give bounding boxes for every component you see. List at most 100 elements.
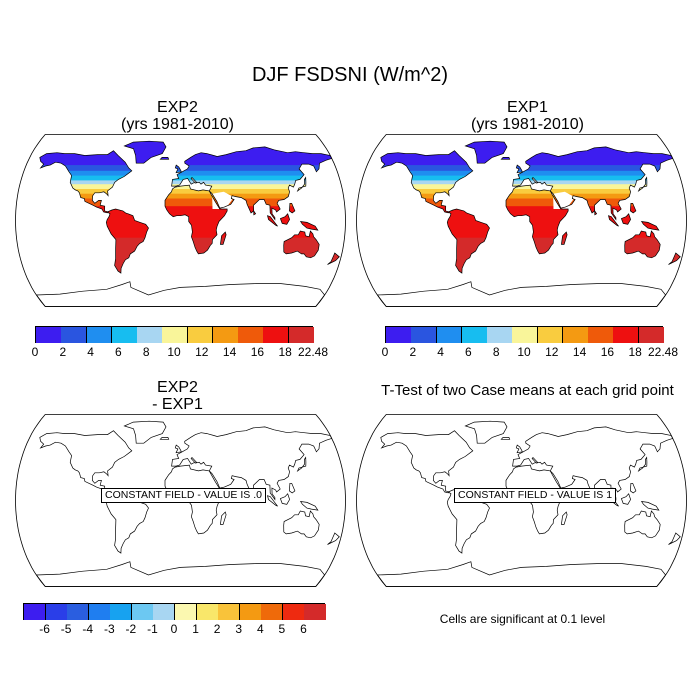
coastline-greenland [123,420,167,444]
coastline-japan [296,176,307,192]
coastline-antarctica [376,281,667,307]
coastline-eurasia [171,146,333,221]
colorbar-swatch [196,604,219,620]
shading-band [39,165,340,172]
coastline-north-america [39,150,133,214]
colorbar-climatology-exp2: 0 2 4 6 8 10 12 14 16 18 22.48 [32,326,328,360]
colorbar-tick-label: 5 [278,622,286,636]
colorbar-swatch [436,327,463,343]
coastline-new-guinea [299,501,319,511]
colorbar-tick-label: 12 [545,345,559,359]
map-exp2 [15,134,346,307]
colorbar-tick-label: 6 [300,622,307,636]
coastline-greenland [464,420,508,444]
shading-band [39,193,340,200]
significance-note: Cells are significant at 0.1 level [439,612,606,626]
coastline-iceland [159,157,170,160]
colorbar-swatch [218,604,241,620]
colorbar-tick-label: 2 [409,345,417,359]
colorbar-swatch [212,327,239,343]
coastline-britain [174,164,182,174]
shading-band [39,170,340,177]
coastline-eurasia [171,426,333,501]
coastline-sri-lanka [594,209,598,216]
colorbar-tick-label: 0 [170,622,178,636]
coastline-africa [505,184,569,255]
colorbar-swatch [162,327,189,343]
coastline-japan [637,456,648,472]
coastline-nz [327,252,340,265]
coastline-sumatra [607,215,619,227]
coastline-australia [283,230,320,259]
shading-band [380,170,681,177]
coastline-sumatra [266,215,278,227]
colorbar-tick-label: -2 [125,622,137,636]
coastline-philippines [630,202,637,214]
colorbar-swatch [238,327,264,343]
colorbar-tick-label: 16 [250,345,265,359]
colorbar-tick-label: -4 [82,622,94,636]
colorbar-tick-label: 4 [437,345,444,359]
colorbar-frame [35,326,314,343]
coastline-antarctica [35,281,326,307]
colorbar-tick-label: 10 [167,345,181,359]
colorbar-swatch [45,604,68,620]
coastline-australia [624,510,661,539]
colorbar-swatch [386,327,412,343]
coastline-madagascar [560,231,568,245]
map-difference [15,414,346,587]
colorbar-swatch [613,327,640,343]
coastline-north-america [380,150,474,214]
coastline-madagascar [219,511,227,525]
coastline-south-america [446,208,490,274]
shading-band [39,175,340,181]
shading-band [39,184,340,190]
coastline-new-guinea [640,501,660,511]
shading-band [380,141,681,166]
shading-band [380,206,681,239]
colorbar-tick-label: 14 [222,345,237,359]
colorbar-tick-label: 16 [600,345,615,359]
shading-band [380,189,681,195]
colorbar-swatch [588,327,614,343]
shading-band [39,206,340,239]
colorbar-swatch [461,327,488,343]
colorbar-swatch [282,604,305,620]
colorbar-swatch [239,604,262,620]
panel-title-difference: EXP2 - EXP1 [80,379,275,413]
colorbar-tick-label: 18 [278,345,292,359]
shading-band [39,141,340,166]
colorbar-tick-label: 2 [213,622,221,636]
colorbar-swatch [512,327,539,343]
panel-title-exp1: EXP1 (yrs 1981-2010) [430,99,625,133]
colorbar-difference: -6 -5 -4 -3 -2 -1 0 1 2 3 4 5 6 [23,603,326,637]
colorbar-frame [385,326,664,343]
colorbar-tick-label: 22.48 [297,345,329,359]
colorbar-swatch [88,604,111,620]
panel-title-line2: (yrs 1981-2010) [121,116,234,133]
colorbar-tick-label: -6 [39,622,50,636]
colorbar-tick-label: 6 [465,345,472,359]
colorbar-swatch [86,327,113,343]
colorbar-swatch [111,327,138,343]
coastline-nz [668,532,681,545]
colorbar-frame [23,603,326,620]
colorbar-swatch [411,327,438,343]
colorbar-swatch [137,327,163,343]
coastline-philippines [289,482,296,494]
shading-band [380,198,681,207]
colorbar-swatch [537,327,564,343]
coastline-australia [624,230,661,259]
colorbar-swatch [263,327,290,343]
coastline-north-america [380,430,474,494]
coastline-nz [668,252,681,265]
colorbar-tick-label: -3 [103,622,115,636]
coastline-japan [637,176,648,192]
coastline-britain [174,444,182,454]
panel-title-line1: EXP2 [157,99,198,116]
coastline-madagascar [219,231,227,245]
coastline-borneo [279,493,290,505]
shading-band [39,189,340,195]
constant-field-label: CONSTANT FIELD - VALUE IS .0 [101,488,266,503]
colorbar-swatch [67,604,90,620]
